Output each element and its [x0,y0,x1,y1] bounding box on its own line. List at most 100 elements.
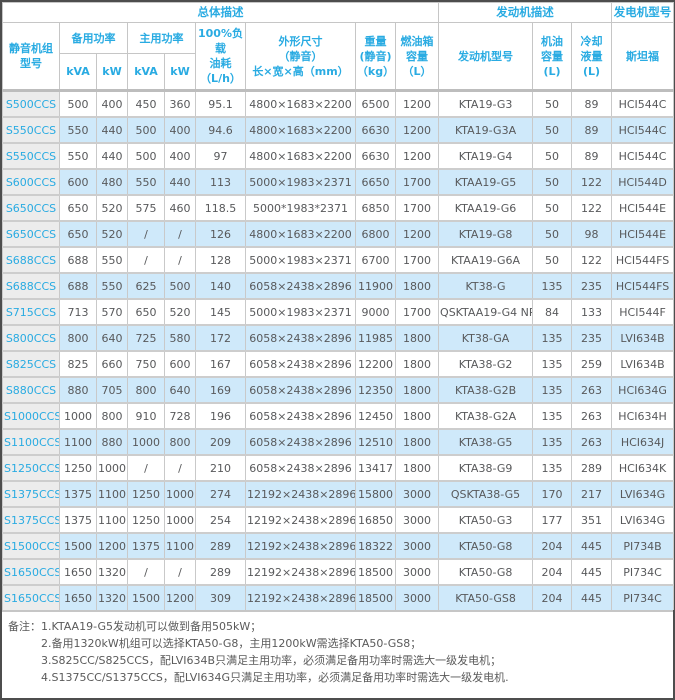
prime_kw-cell: 360 [164,89,196,117]
tank-cell: 3000 [394,584,440,610]
fuel-cell: 126 [195,220,246,247]
weight-cell: 6850 [355,194,396,221]
model-link[interactable]: S1375CCS [2,506,60,533]
prime_kva-cell: 450 [127,89,165,117]
fuel-cell: 94.6 [195,116,246,143]
stamford-cell: LVI634G [611,480,675,507]
standby_kva-cell: 800 [59,324,97,351]
engine-cell: KTA19-G4 [438,142,534,169]
weight-cell: 12350 [355,376,396,403]
header-oil-capacity: 机油 容量 (L) [532,22,573,91]
note-line-1: 备注：1.KTAA19-G5发动机可以做到备用505kW； [8,618,665,635]
model-link[interactable]: S650CCS [2,220,60,247]
model-link[interactable]: S1000CCS [2,402,60,429]
model-link[interactable]: S550CCS [2,142,60,169]
model-link[interactable]: S825CCS [2,350,60,377]
table-header: 总体描述 发动机描述 发电机型号 静音机组 型号 备用功率 主用功率 100%负… [1,2,675,91]
header-unit-row: kVA kW kVA kW [3,53,674,91]
prime_kva-cell: 910 [127,402,165,429]
stamford-cell: HCI544FS [611,272,675,299]
standby_kw-cell: 550 [96,246,128,273]
standby_kw-cell: 880 [96,428,128,455]
tank-cell: 1800 [394,428,440,455]
model-link[interactable]: S500CCS [2,89,60,117]
header-prime-kw: kW [164,53,196,91]
prime_kva-cell: / [127,558,165,585]
model-link[interactable]: S1375CCS [2,480,60,507]
oil-cell: 177 [532,506,573,533]
standby_kw-cell: 800 [96,402,128,429]
tank-cell: 3000 [394,480,440,507]
weight-cell: 16850 [355,506,396,533]
model-link[interactable]: S880CCS [2,376,60,403]
model-link[interactable]: S1650CCS [2,558,60,585]
coolant-cell: 263 [571,402,613,429]
weight-cell: 12450 [355,402,396,429]
note-text: 1.KTAA19-G5发动机可以做到备用505kW； [41,620,262,633]
standby_kw-cell: 640 [96,324,128,351]
fuel-cell: 289 [195,558,246,585]
standby_kva-cell: 688 [59,272,97,299]
standby_kva-cell: 713 [59,298,97,325]
model-link[interactable]: S600CCS [2,168,60,195]
prime_kva-cell: 1500 [127,584,165,610]
coolant-cell: 217 [571,480,613,507]
header-overall-description: 总体描述 [1,2,440,23]
note-line-3: 3.S825CC/S825CCS，配LVI634B只满足主用功率，必须满足备用功… [41,654,502,667]
engine-cell: KTA19-G3 [438,89,534,117]
model-link[interactable]: S1500CCS [2,532,60,559]
oil-cell: 135 [532,376,573,403]
weight-cell: 6800 [355,220,396,247]
standby_kva-cell: 1650 [59,558,97,585]
dims-cell: 6058×2438×2896 [245,350,356,377]
tank-cell: 1200 [394,142,440,169]
engine-cell: KTA19-G3A [438,116,534,143]
stamford-cell: HCI634H [611,402,675,429]
standby_kva-cell: 650 [59,194,97,221]
model-link[interactable]: S1250CCS [2,454,60,481]
model-link[interactable]: S550CCS [2,116,60,143]
standby_kva-cell: 688 [59,246,97,273]
standby_kva-cell: 550 [59,116,97,143]
prime_kw-cell: 640 [164,376,196,403]
note-line-2: 2.备用1320kW机组可以选择KTA50-G8，主用1200kW需选择KTA5… [41,637,422,650]
model-link[interactable]: S688CCS [2,272,60,299]
coolant-cell: 89 [571,116,613,143]
model-link[interactable]: S688CCS [2,246,60,273]
standby_kw-cell: 705 [96,376,128,403]
dims-cell: 5000*1983*2371 [245,194,356,221]
dims-cell: 4800×1683×2200 [245,89,356,117]
weight-cell: 9000 [355,298,396,325]
header-weight: 重量 (静音) （kg） [355,22,396,91]
stamford-cell: HCI544F [611,298,675,325]
model-link[interactable]: S800CCS [2,324,60,351]
prime_kw-cell: 1000 [164,480,196,507]
prime_kva-cell: 1250 [127,480,165,507]
tank-cell: 1800 [394,324,440,351]
table-row: S1375CCS 1375 1100 1250 1000 274 12192×2438×28… [2,480,675,507]
table-row: S500CCS 500 400 450 360 95.1 4800×1683×2200 650… [2,89,675,117]
stamford-cell: LVI634B [611,324,675,351]
standby_kva-cell: 1000 [59,402,97,429]
prime_kva-cell: / [127,454,165,481]
coolant-cell: 133 [571,298,613,325]
tank-cell: 3000 [394,506,440,533]
table-row: S1000CCS 1000 800 910 728 196 6058×2438×2896 12… [2,402,675,429]
coolant-cell: 445 [571,584,613,610]
model-link[interactable]: S1650CCS [2,584,60,610]
tank-cell: 1200 [394,220,440,247]
standby_kva-cell: 1375 [59,506,97,533]
oil-cell: 135 [532,428,573,455]
model-link[interactable]: S715CCS [2,298,60,325]
stamford-cell: HCI544E [611,194,675,221]
standby_kw-cell: 1320 [96,584,128,610]
stamford-cell: HCI544C [611,142,675,169]
oil-cell: 204 [532,584,573,610]
model-link[interactable]: S1100CCS [2,428,60,455]
engine-cell: KTA19-G8 [438,220,534,247]
model-link[interactable]: S650CCS [2,194,60,221]
coolant-cell: 351 [571,506,613,533]
prime_kw-cell: 400 [164,142,196,169]
stamford-cell: HCI544C [611,89,675,117]
engine-cell: KTAA19-G5 [438,168,534,195]
